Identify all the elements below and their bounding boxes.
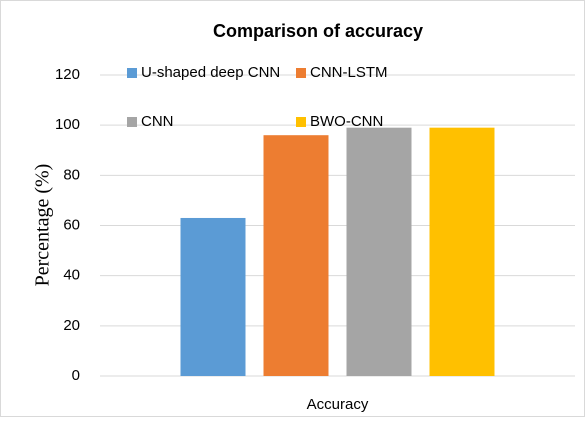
legend-label: U-shaped deep CNN — [141, 64, 280, 81]
legend-label: CNN-LSTM — [310, 64, 388, 81]
chart-title: Comparison of accuracy — [213, 21, 423, 41]
y-axis-title: Percentage (%) — [32, 164, 54, 287]
legend-label: CNN — [141, 113, 174, 130]
legend-swatch — [296, 68, 306, 78]
bar — [180, 217, 246, 376]
x-tick-label: Accuracy — [307, 396, 369, 413]
bar — [429, 127, 495, 376]
y-tick-label: 0 — [72, 367, 80, 384]
y-tick-label: 60 — [63, 216, 80, 233]
bar — [263, 135, 329, 376]
y-tick-label: 40 — [63, 267, 80, 284]
legend-swatch — [127, 117, 137, 127]
legend-label: BWO-CNN — [310, 113, 383, 130]
legend-swatch — [127, 68, 137, 78]
y-tick-label: 100 — [55, 116, 80, 133]
bar — [346, 127, 412, 376]
y-tick-label: 120 — [55, 66, 80, 83]
y-tick-label: 20 — [63, 317, 80, 334]
y-tick-label: 80 — [63, 166, 80, 183]
legend-swatch — [296, 117, 306, 127]
